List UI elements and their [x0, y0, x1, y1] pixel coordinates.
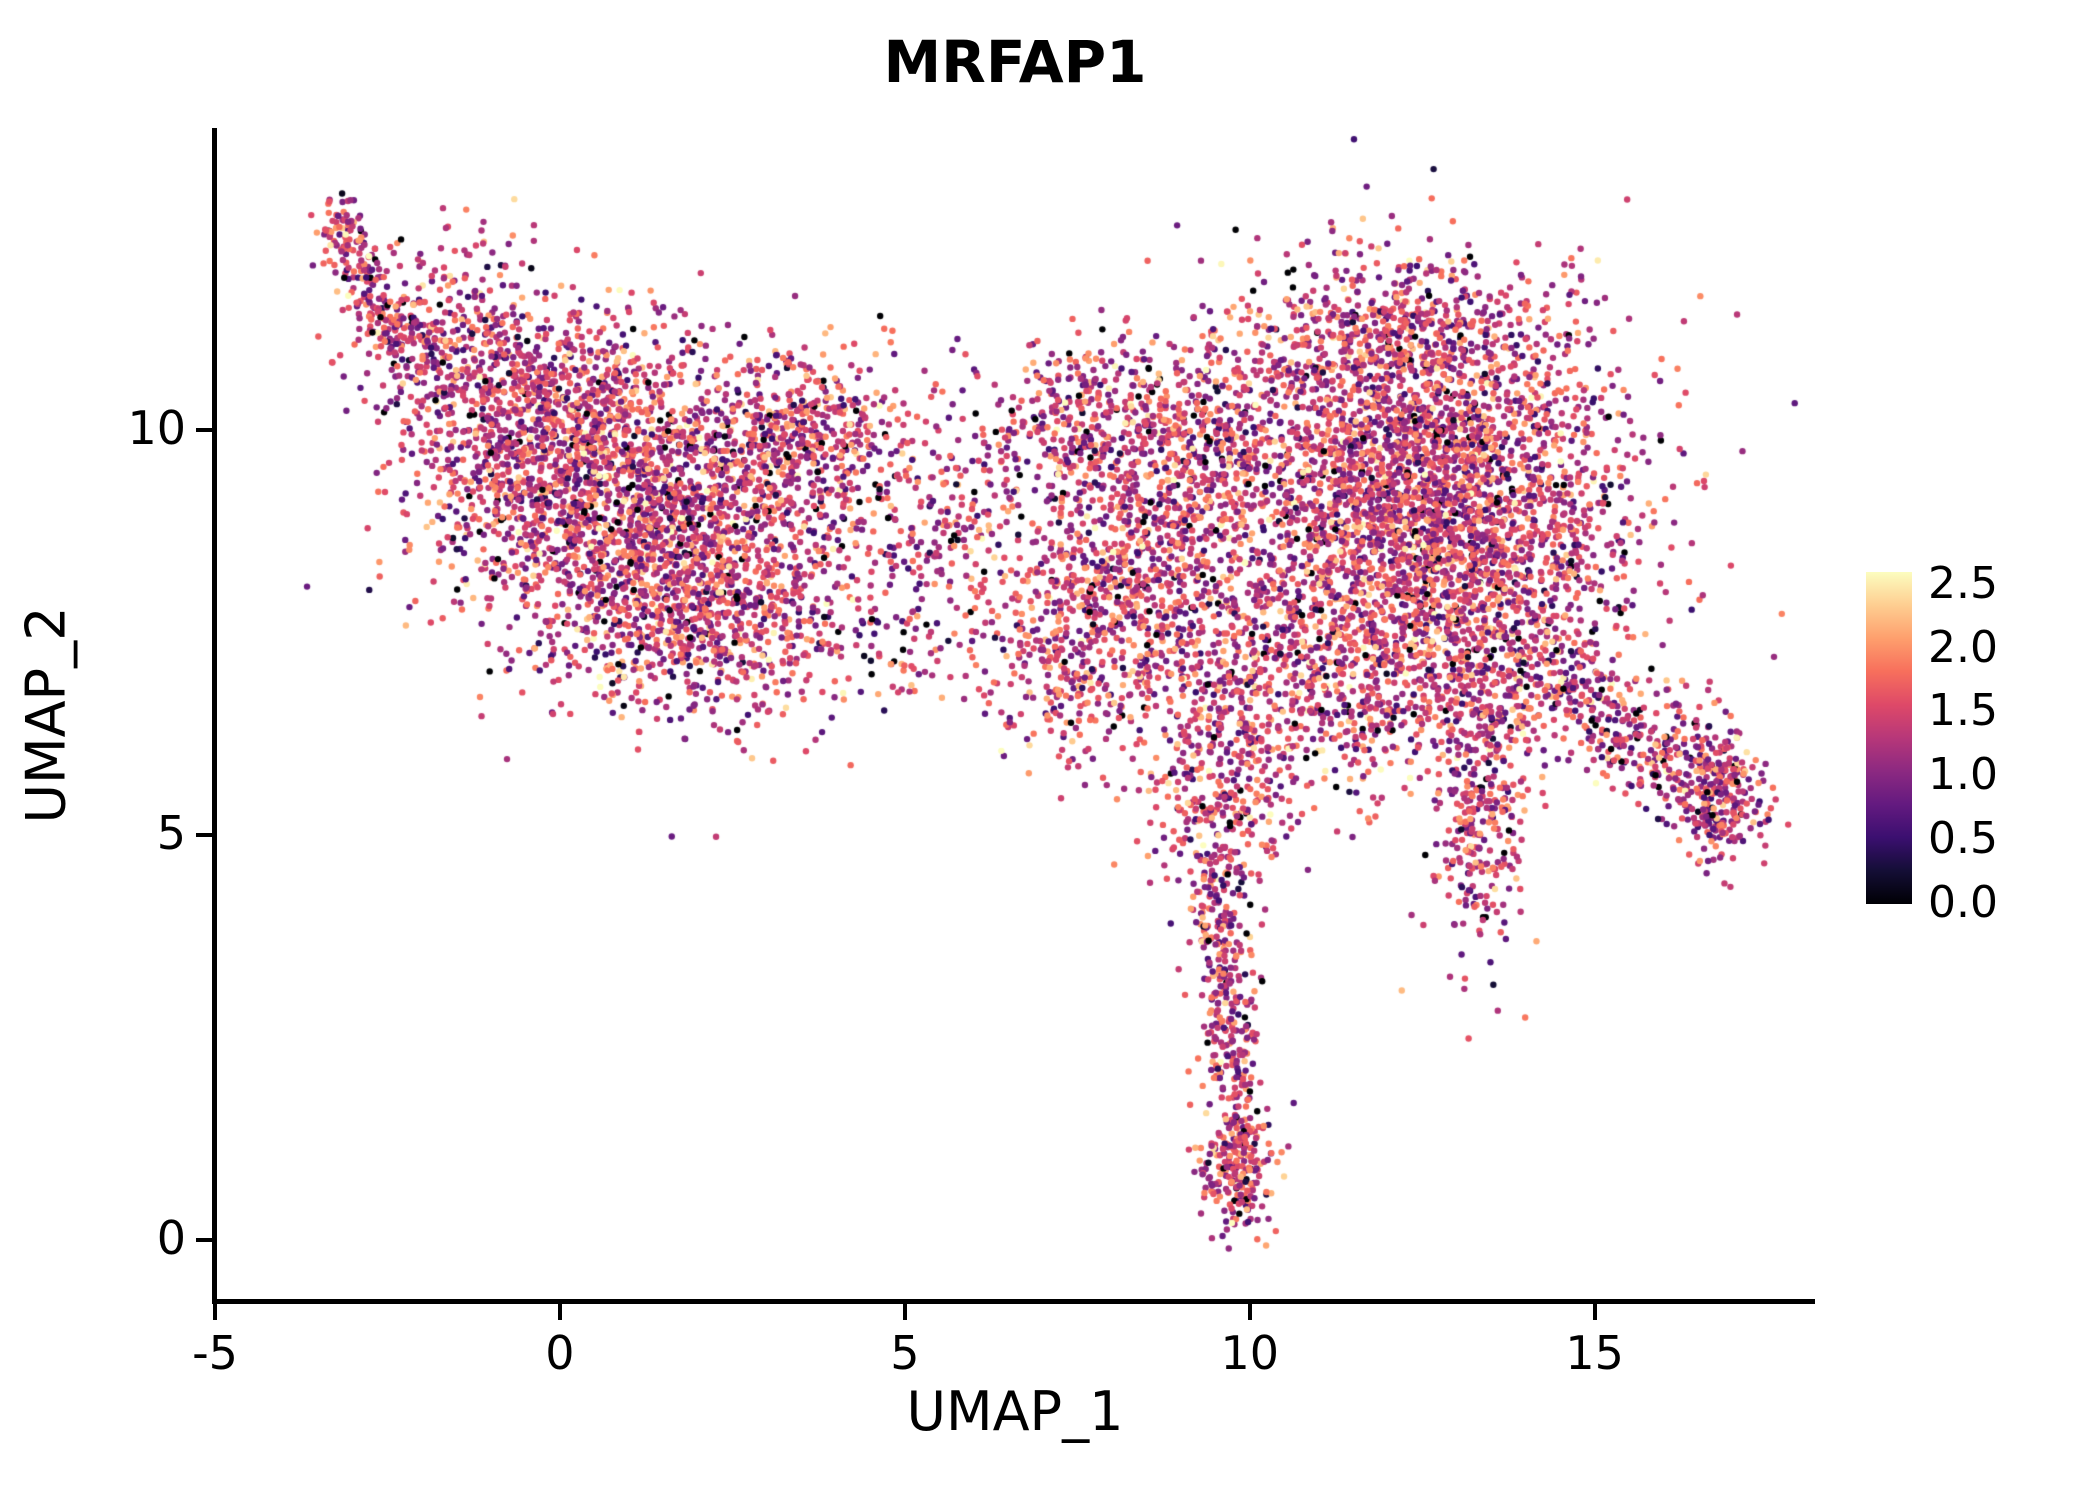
x-tick-mark	[1592, 1304, 1597, 1320]
x-tick-label: -5	[192, 1326, 238, 1380]
y-tick-label: 5	[156, 805, 186, 860]
x-tick-mark	[902, 1304, 907, 1320]
plot-title: MRFAP1	[883, 28, 1147, 96]
colorbar-tick-label: 0.5	[1928, 813, 1998, 865]
colorbar-gradient	[1866, 572, 1912, 904]
colorbar-tick-label: 2.5	[1928, 557, 1998, 609]
colorbar-tick-label: 2.0	[1928, 621, 1998, 673]
colorbar-tick-label: 1.5	[1928, 685, 1998, 737]
y-tick-mark	[196, 832, 212, 837]
y-tick-mark	[196, 1238, 212, 1243]
x-tick-label: 15	[1565, 1326, 1624, 1380]
x-axis-title: UMAP_1	[906, 1380, 1124, 1443]
y-tick-label: 10	[127, 400, 186, 455]
x-tick-mark	[213, 1304, 217, 1320]
x-tick-mark	[1247, 1304, 1252, 1320]
colorbar-tick-label: 0.0	[1928, 877, 1998, 928]
y-tick-mark	[196, 427, 212, 432]
y-axis-line	[212, 128, 217, 1304]
colorbar-tick-label: 1.0	[1928, 749, 1998, 801]
x-tick-label: 10	[1220, 1326, 1280, 1380]
x-tick-mark	[557, 1304, 562, 1320]
x-tick-label: 0	[545, 1326, 575, 1380]
y-tick-label: 0	[156, 1211, 186, 1266]
x-tick-label: 5	[890, 1326, 920, 1380]
x-axis-line	[212, 1299, 1815, 1304]
